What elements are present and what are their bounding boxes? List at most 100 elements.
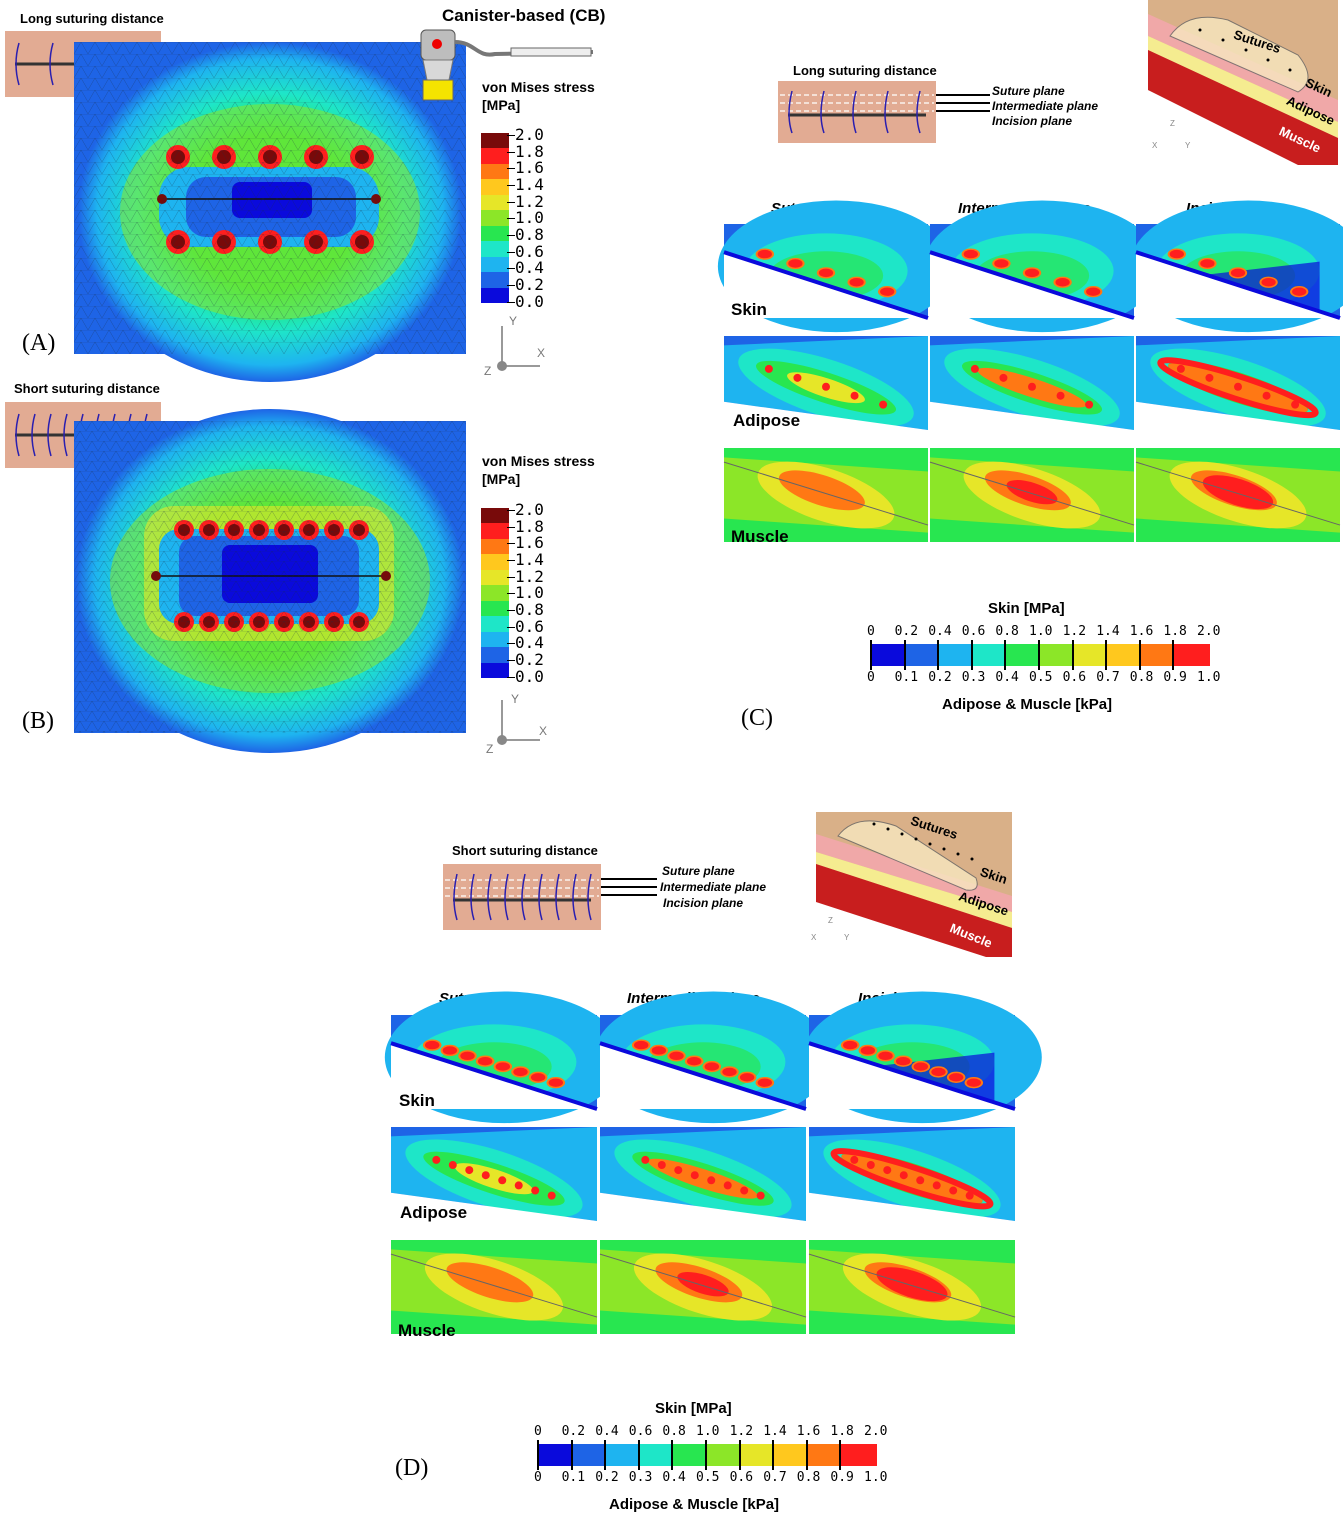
legend-tick-mark [507,510,515,511]
legend-tick-label: 2.0 [515,125,544,144]
colorbar-d: Skin [MPa] 0 0.2 0.4 0.6 0.8 1.0 1.2 1.4 1.6 1.8 2.… [534,1400,887,1513]
legend-tick-mark [507,251,515,253]
colorbar-top-tick: 0.4 [595,1424,619,1439]
legend-swatch [481,256,509,273]
legend-swatch [481,287,509,303]
colorbar-swatch [937,644,971,666]
leader-suture-c: Suture plane [992,84,1065,98]
suture-inset-d [443,864,601,930]
colorbar-top-tick: 1.6 [796,1424,821,1439]
panel-tag-d: (D) [395,1455,429,1481]
colorbar-tick-mark [1004,640,1007,670]
row-label-skin-c: Skin [731,300,767,319]
legend-swatch [481,631,509,648]
colorbar-tick-mark [570,1440,573,1470]
legend-swatch [481,538,509,555]
leader-intermediate-d: Intermediate plane [660,880,767,894]
legend-tick-mark [507,626,515,628]
colorbar-bottom-tick: 1.0 [1197,670,1221,685]
colorbar-tick-mark [671,1440,674,1470]
legend-tick-label: 1.0 [515,208,544,228]
legend-tick-mark [507,593,515,595]
leader-incision-c: Incision plane [992,114,1073,128]
colorbar-swatch [903,644,938,666]
colorbar-tick-mark [839,1440,842,1470]
legend-swatch [481,508,509,524]
colorbar-top-tick: 0.6 [961,624,986,639]
panel-tag-b: (B) [22,708,54,734]
colorbar-tick-mark [805,1440,808,1470]
colorbar-bottom-tick: 0.7 [1096,670,1120,685]
contour-skin-0 [384,991,624,1124]
row-label-muscle-d: Muscle [398,1321,456,1340]
colorbar-bottom-tick: 0 [534,1470,542,1485]
colorbar-top-title: Skin [MPa] [655,1400,732,1417]
colorbar-top-title: Skin [MPa] [988,600,1065,617]
colorbar-bottom-tick: 0.8 [796,1470,821,1485]
colorbar-swatch [738,1444,773,1466]
legend-tick-label: 1.8 [515,516,544,536]
legend-swatch [481,179,509,195]
panel-tag-a: (A) [22,330,56,356]
colorbar-swatch [604,1444,638,1466]
colorbar-tick-mark [870,640,872,670]
legend-tick-mark [507,659,515,661]
colorbar-top-tick: 1.4 [1096,624,1120,639]
colorbar-top-tick: 0.8 [995,624,1019,639]
schematic-axis-z-d: Z [828,916,833,925]
colorbar-bottom-tick: 0.1 [894,670,919,685]
contour-skin-0 [717,200,955,333]
colorbar-top-tick: 1.6 [1129,624,1154,639]
legend-tick-label: 2.0 [515,500,544,519]
legend-tick-mark [507,284,515,286]
colorbar-top-tick: 1.0 [696,1424,720,1439]
colorbar-bottom-tick: 0.3 [961,670,986,685]
legend-tick-label: 1.6 [515,533,544,553]
colorbar-swatch [1138,644,1173,666]
legend-tick-mark [507,268,515,270]
colorbar-c: Skin [MPa] 0 0.2 0.4 0.6 0.8 1.0 1.2 1.4 1.6 1.8 2.… [867,600,1220,713]
colorbar-top-tick: 2.0 [864,1424,888,1439]
colorbar-tick-mark [1105,640,1108,670]
colorbar-bottom-tick: 0.4 [995,670,1019,685]
legend-tick-mark [507,168,515,170]
colorbar-top-tick: 1.2 [1062,624,1087,639]
legend-tick-label: 1.8 [515,141,544,161]
colorbar-swatch [873,1444,877,1466]
colorbar-bottom-title: Adipose & Muscle [kPa] [942,696,1113,713]
contour-adipose-1 [600,1127,806,1221]
schematic-axis-x-c: X [1152,141,1158,150]
inset-title-c: Long suturing distance [793,63,937,78]
legend-tick-label: 1.4 [515,174,544,194]
colorbar-bottom-tick: 0.7 [763,1470,787,1485]
legend-tick-label: 1.2 [515,191,544,211]
colorbar-swatch [705,1444,739,1466]
colorbar-tick-mark [937,640,940,670]
legend-tick-mark [507,151,515,153]
colorbar-bottom-tick: 0.6 [1062,670,1087,685]
legend-tick-mark [507,135,515,136]
axis-triad-b [497,700,540,745]
legend-tick-label: 0.2 [515,274,544,294]
colorbar-swatch [839,1444,873,1466]
colorbar-tick-mark [1038,640,1040,670]
legend-swatch [481,585,509,601]
legend-swatch [481,272,509,288]
row-label-skin-d: Skin [399,1091,435,1110]
colorbar-top-tick: 2.0 [1197,624,1221,639]
legend-unit-a: [MPa] [482,97,521,113]
colorbar-swatch [637,1444,672,1466]
tissue-schematic-d [816,812,1012,957]
panel-c: Long suturing distance Suture plane Inte… [700,0,1343,760]
axis-x-a: X [537,346,546,360]
legend-tick-label: 0.8 [515,599,544,619]
contour-adipose-1 [930,336,1134,430]
inset-title-d: Short suturing distance [452,843,598,858]
canister-icon [420,29,594,101]
colorbar-swatch [1004,644,1038,666]
colorbar-bottom-tick: 0.4 [662,1470,686,1485]
axis-y-b: Y [511,692,520,706]
plane-leaders-c [936,94,990,112]
legend-tick-mark [507,526,515,528]
contour-muscle-0 [723,448,929,542]
